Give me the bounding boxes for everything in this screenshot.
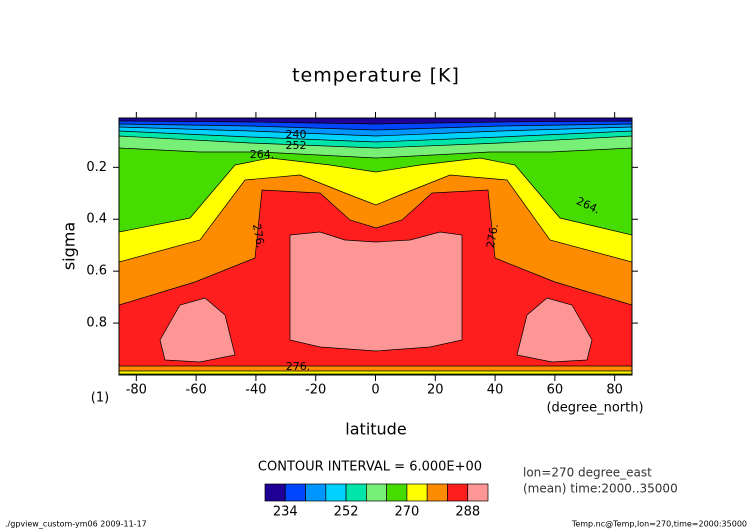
x-tick-label: -60 [186, 383, 207, 398]
contour-label: 276. [250, 223, 267, 249]
x-tick-label: 60 [547, 383, 564, 398]
x-tick-label: 40 [487, 383, 504, 398]
footer: ./gpview_custom-ym06 2009-11-17 [5, 520, 147, 529]
colorbar-box [345, 483, 367, 502]
annotation: (mean) time:2000..35000 [523, 482, 678, 496]
region [516, 297, 593, 363]
x-tick-label: 80 [606, 383, 623, 398]
footer: Temp.nc@Temp,lon=270,time=2000:35000 [571, 520, 747, 529]
x-tick-label: 0 [371, 383, 379, 398]
y-tick-label: 0.2 [86, 160, 107, 175]
x-tick-label: -20 [305, 383, 326, 398]
colorbar-label: 270 [394, 505, 419, 520]
region [159, 297, 236, 363]
contour-label: 252 [286, 139, 307, 152]
y-axis-title: sigma [60, 222, 79, 270]
colorbar-box [426, 483, 448, 502]
colorbar-box [325, 483, 347, 502]
contour-label: 264. [250, 148, 275, 161]
region [289, 231, 463, 352]
colorbar-box [406, 483, 428, 502]
contour-plot: 240 252 264. 264. 276. 276. 276. [118, 117, 633, 376]
colorbar-label: 288 [455, 505, 480, 520]
colorbar-box [467, 483, 489, 502]
y-tick-label: 0.8 [86, 316, 107, 331]
colorbar-label: 234 [273, 505, 298, 520]
y-unit: (1) [91, 391, 109, 406]
x-tick-label: -80 [126, 383, 147, 398]
contour-interval: CONTOUR INTERVAL = 6.000E+00 [258, 460, 482, 475]
colorbar-box [284, 483, 306, 502]
colorbar-label: 252 [334, 505, 359, 520]
colorbar-box [386, 483, 408, 502]
x-tick-label: 20 [427, 383, 444, 398]
chart-title: temperature [K] [292, 65, 460, 87]
y-tick-label: 0.4 [86, 212, 107, 227]
contour-label: 276. [286, 360, 311, 373]
colorbar-box [366, 483, 387, 502]
colorbar-box [264, 483, 286, 502]
annotation: lon=270 degree_east [523, 466, 652, 480]
y-tick-label: 0.6 [86, 264, 107, 279]
x-tick-label: -40 [245, 383, 266, 398]
contour-label: 276. [484, 223, 501, 249]
colorbar-box [447, 483, 469, 502]
colorbar-box [305, 483, 327, 502]
contour-label: 240 [286, 128, 307, 141]
x-unit: (degree_north) [546, 401, 643, 416]
x-axis-title: latitude [345, 420, 406, 439]
